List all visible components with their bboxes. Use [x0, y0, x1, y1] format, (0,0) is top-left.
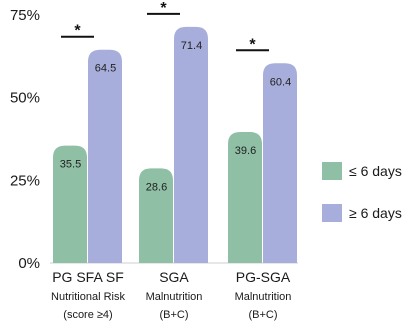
bar-le6-1 [139, 168, 173, 263]
significance-star: * [249, 36, 256, 53]
legend-swatch [322, 204, 342, 222]
y-tick-label: 25% [10, 172, 40, 189]
category-labels: PG SFA SF Nutritional Risk (score ≥4) SGA Ma… [51, 269, 291, 321]
bar-value-label: 39.6 [235, 145, 256, 157]
category-label: Malnutrition [235, 291, 292, 303]
bar-ge6-1 [174, 26, 208, 264]
legend: ≤ 6 days ≥ 6 days [322, 162, 402, 222]
bar-value-label: 71.4 [181, 40, 202, 52]
category-label: SGA [159, 269, 189, 285]
bar-le6-0 [53, 145, 87, 263]
category-label: PG-SGA [236, 269, 291, 285]
bar-ge6-0 [88, 49, 122, 263]
legend-swatch [322, 162, 342, 180]
y-tick-label: 50% [10, 90, 40, 107]
bar-value-label: 64.5 [95, 63, 116, 75]
bar-le6-2 [228, 132, 262, 263]
category-label: (score ≥4) [63, 309, 112, 321]
significance-star: * [74, 23, 81, 40]
y-tick-label: 75% [10, 7, 40, 24]
category-label: PG SFA SF [52, 269, 124, 285]
bar-value-label: 35.5 [60, 159, 81, 171]
legend-label: ≤ 6 days [349, 163, 402, 179]
bar-ge6-2 [263, 63, 297, 264]
y-axis: 0% 25% 50% 75% [10, 7, 40, 272]
bar-value-label: 28.6 [146, 181, 167, 193]
category-label: (B+C) [159, 309, 188, 321]
category-label: Malnutrition [146, 291, 203, 303]
legend-label: ≥ 6 days [349, 205, 402, 221]
significance-star: * [160, 0, 167, 17]
category-label: Nutritional Risk [51, 291, 125, 303]
category-label: (B+C) [248, 309, 277, 321]
bar-series: 35.5 64.5 28.6 71.4 39.6 60.4 [53, 26, 297, 264]
significance-markers: * * * [61, 0, 269, 53]
bar-value-label: 60.4 [270, 76, 291, 88]
y-tick-label: 0% [18, 255, 40, 272]
